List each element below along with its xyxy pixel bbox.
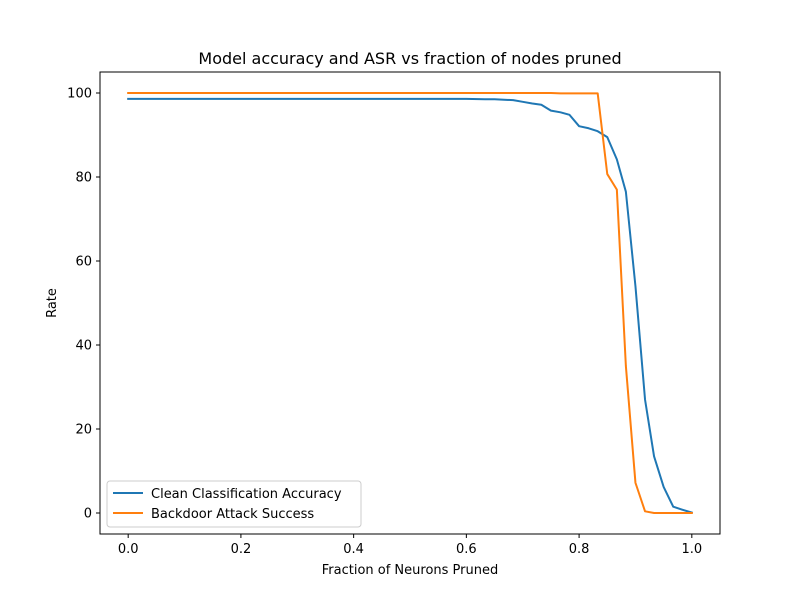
y-tick-label: 60 (75, 255, 92, 270)
legend-box (106, 480, 362, 528)
x-tick-label: 0.4 (343, 542, 364, 557)
y-tick-label: 20 (75, 423, 92, 438)
y-axis-label: Rate (45, 288, 60, 318)
x-axis-ticks: 0.0 0.2 0.4 0.6 0.8 1.0 (118, 534, 702, 557)
y-tick-label: 80 (75, 171, 92, 186)
chart-title: Model accuracy and ASR vs fraction of no… (198, 49, 621, 68)
y-tick-label: 40 (75, 339, 92, 354)
y-tick-label: 100 (67, 87, 92, 102)
x-tick-label: 0.6 (456, 542, 477, 557)
plot-area (99, 71, 721, 535)
x-axis-label: Fraction of Neurons Pruned (322, 563, 499, 578)
legend-label-clean-accuracy: Clean Classification Accuracy (151, 487, 342, 502)
legend-label-backdoor-success: Backdoor Attack Success (151, 507, 314, 522)
y-axis-ticks: 0 20 40 60 80 100 (67, 87, 100, 522)
x-tick-label: 0.8 (569, 542, 590, 557)
y-tick-label: 0 (84, 507, 92, 522)
legend: Clean Classification Accuracy Backdoor A… (106, 480, 362, 528)
series-layer (127, 92, 694, 514)
series-line-0 (127, 97, 694, 514)
x-tick-label: 1.0 (681, 542, 702, 557)
series-line-1 (127, 92, 693, 514)
x-tick-label: 0.2 (231, 542, 252, 557)
x-tick-label: 0.0 (118, 542, 139, 557)
